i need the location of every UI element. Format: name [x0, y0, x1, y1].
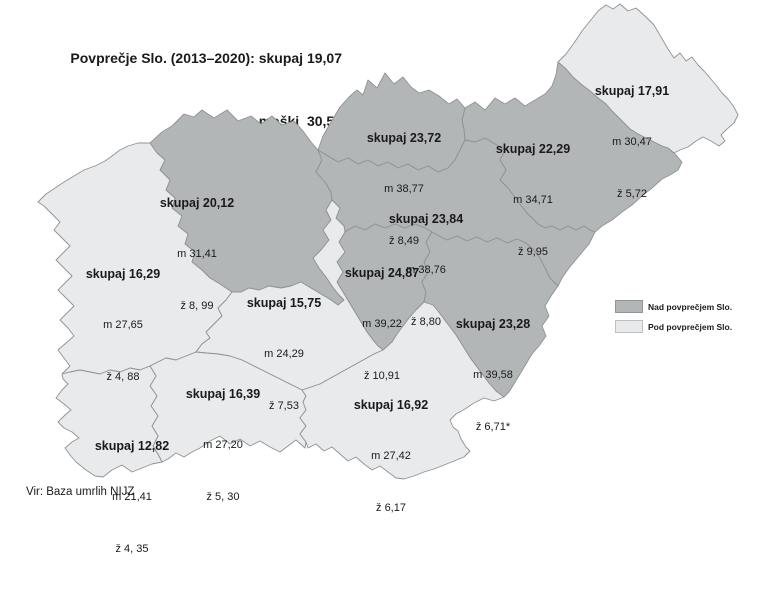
region-label-goriska: skupaj 16,29 m 27,65 ž 4, 88	[86, 231, 160, 421]
title-line-1: Povprečje Slo. (2013–2020): skupaj 19,07	[70, 50, 342, 66]
region-shape-obalno-kraska	[55, 365, 163, 478]
legend-label-below-average: Pod povprečjem Slo.	[648, 321, 733, 332]
region-value-total: skupaj 16,39	[185, 387, 261, 401]
region-value-female: ž 4, 35	[115, 542, 149, 555]
legend-row-above: Nad povprečjem Slo.	[615, 300, 732, 313]
slovenia-map	[37, 3, 739, 480]
region-value-female: ž 6,71*	[475, 420, 511, 433]
region-value-total: skupaj 17,91	[594, 84, 670, 98]
region-value-total: skupaj 23,84	[388, 212, 464, 226]
region-value-male: m 24,29	[264, 348, 304, 360]
region-label-posavska: skupaj 23,28 m 39,58 ž 6,71*	[456, 281, 530, 471]
region-value-female: ž 8,49	[389, 234, 419, 247]
region-value-female: ž 10,91	[363, 369, 401, 382]
legend-row-below: Pod povprečjem Slo.	[615, 320, 732, 333]
region-label-koroska: skupaj 23,72 m 38,77 ž 8,49	[367, 95, 441, 285]
region-value-total: skupaj 16,92	[353, 398, 429, 412]
region-value-male: m 38,77	[384, 183, 424, 195]
region-label-zasavska: skupaj 24,87 m 39,22 ž 10,91	[345, 230, 419, 420]
region-value-female: ž 5,72	[617, 187, 647, 200]
region-value-female: ž 8, 99	[180, 299, 214, 312]
legend: Nad povprečjem Slo. Pod povprečjem Slo.	[615, 300, 732, 340]
region-value-male: m 27,65	[103, 319, 143, 331]
region-label-primorsko-notranjska: skupaj 16,39 m 27,20 ž 5, 30	[186, 351, 260, 541]
region-value-male: m 21,41	[112, 491, 152, 503]
region-value-male: m 31,41	[177, 248, 217, 260]
region-value-male: m 39,22	[362, 318, 402, 330]
region-value-female: ž 8,80	[411, 315, 441, 328]
region-value-male: m 34,71	[513, 194, 553, 206]
region-label-savinjska: skupaj 23,84 m 38,76 ž 8,80	[389, 176, 463, 366]
region-value-total: skupaj 15,75	[246, 296, 322, 310]
region-value-male: m 27,20	[203, 439, 243, 451]
region-value-female: ž 7,53	[269, 399, 299, 412]
region-value-total: skupaj 16,29	[85, 267, 161, 281]
region-value-female: ž 5, 30	[206, 490, 240, 503]
region-value-total: skupaj 12,82	[94, 439, 170, 453]
source-note: Vir: Baza umrlih NIJZ	[26, 486, 135, 498]
region-label-pomurska: skupaj 17,91 m 30,47 ž 5,72	[595, 48, 669, 238]
legend-swatch-above-average	[615, 300, 643, 313]
region-label-jugovzhodna: skupaj 16,92 m 27,42 ž 6,17	[354, 362, 428, 552]
region-value-total: skupaj 23,72	[366, 131, 442, 145]
region-value-total: skupaj 24,87	[344, 266, 420, 280]
legend-label-above-average: Nad povprečjem Slo.	[648, 301, 733, 312]
region-value-female: ž 9,95	[518, 245, 548, 258]
region-value-male: m 30,47	[612, 136, 652, 148]
region-value-male: m 39,58	[473, 369, 513, 381]
region-label-podravska: skupaj 22,29 m 34,71 ž 9,95	[496, 106, 570, 296]
region-value-female: ž 4, 88	[106, 370, 140, 383]
region-value-male: m 38,76	[406, 264, 446, 276]
region-value-female: ž 6,17	[376, 501, 406, 514]
region-value-total: skupaj 20,12	[159, 196, 235, 210]
region-value-total: skupaj 22,29	[495, 142, 571, 156]
region-label-osrednjeslovenska: skupaj 15,75 m 24,29 ž 7,53	[247, 260, 321, 450]
region-shape-jugovzhodna	[299, 301, 505, 480]
region-value-total: skupaj 23,28	[455, 317, 531, 331]
choropleth-figure: Povprečje Slo. (2013–2020): skupaj 19,07…	[26, 3, 739, 555]
region-label-gorenjska: skupaj 20,12 m 31,41 ž 8, 99	[160, 160, 234, 350]
region-value-male: m 27,42	[371, 450, 411, 462]
legend-swatch-below-average	[615, 320, 643, 333]
region-label-obalno-kraska: skupaj 12,82 m 21,41 ž 4, 35	[95, 403, 169, 593]
